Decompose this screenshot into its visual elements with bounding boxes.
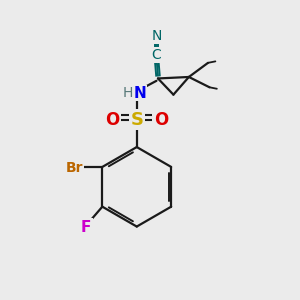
- Text: H: H: [123, 86, 133, 100]
- Text: O: O: [106, 111, 120, 129]
- Text: N: N: [133, 86, 146, 101]
- Text: F: F: [81, 220, 91, 235]
- Text: S: S: [130, 111, 143, 129]
- Text: Br: Br: [66, 161, 83, 176]
- Text: O: O: [154, 111, 168, 129]
- Text: C: C: [152, 48, 161, 62]
- Text: N: N: [151, 29, 162, 43]
